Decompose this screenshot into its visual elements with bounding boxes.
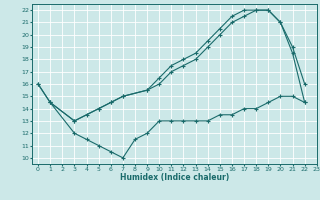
X-axis label: Humidex (Indice chaleur): Humidex (Indice chaleur) xyxy=(120,173,229,182)
